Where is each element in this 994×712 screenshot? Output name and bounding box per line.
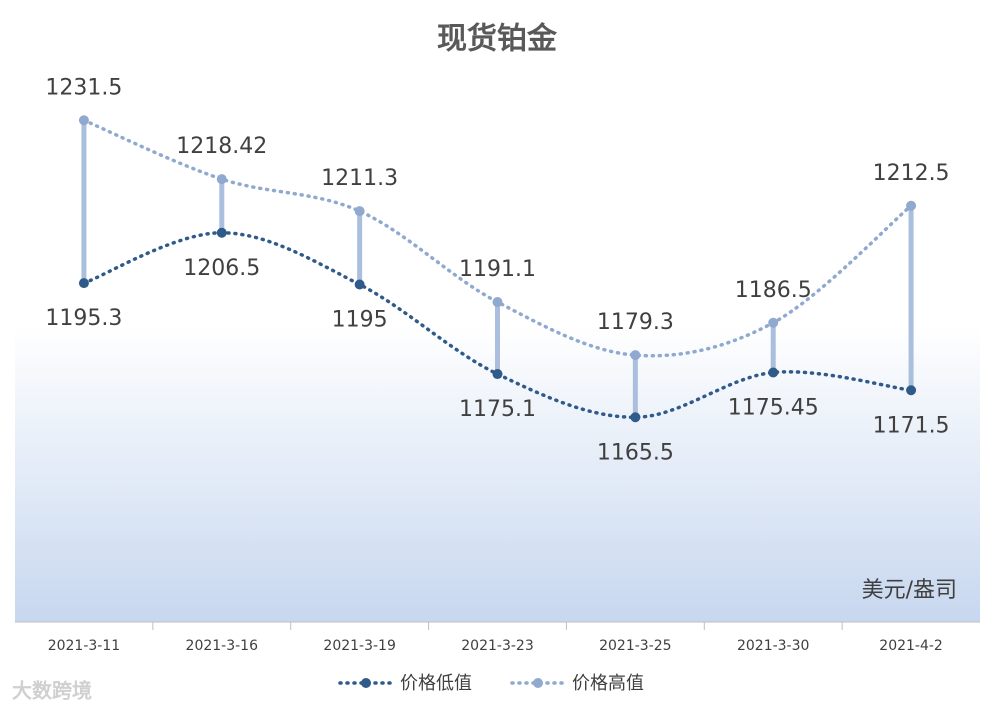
data-label: 1218.42 [176, 134, 267, 159]
point [906, 200, 917, 211]
x-tick-label: 2021-3-25 [599, 638, 671, 654]
point [78, 278, 89, 289]
point [768, 367, 779, 378]
point [78, 115, 89, 126]
point [216, 227, 227, 238]
legend-marker [361, 678, 371, 688]
point [354, 279, 365, 290]
x-tick-label: 2021-3-11 [48, 638, 120, 654]
data-label: 1175.1 [459, 397, 536, 422]
x-tick-label: 2021-3-16 [186, 638, 259, 654]
chart-title: 现货铂金 [437, 22, 558, 57]
data-label: 1186.5 [735, 278, 812, 303]
point [630, 412, 641, 423]
x-tick-label: 2021-4-2 [879, 638, 943, 654]
point [768, 317, 779, 328]
x-tick-label: 2021-3-19 [323, 638, 395, 654]
legend-label: 价格高值 [572, 673, 644, 694]
data-label: 1195 [332, 308, 388, 333]
data-label: 1206.5 [183, 256, 260, 281]
point [492, 369, 503, 380]
data-label: 1195.3 [45, 306, 122, 331]
x-tick-label: 2021-3-23 [461, 638, 533, 654]
point [492, 297, 503, 308]
data-label: 1231.5 [45, 75, 122, 100]
data-label: 1191.1 [459, 257, 536, 282]
legend-label: 价格低值 [400, 673, 472, 694]
data-label: 1175.45 [728, 395, 819, 420]
point [906, 385, 917, 396]
unit-label: 美元/盎司 [862, 578, 957, 603]
data-label: 1165.5 [597, 440, 674, 465]
point [630, 350, 641, 361]
data-label: 1211.3 [321, 166, 398, 191]
watermark: 大数跨境 [12, 679, 92, 703]
legend-marker [533, 678, 543, 688]
data-label: 1212.5 [873, 161, 950, 186]
point [216, 174, 227, 185]
point [354, 206, 365, 217]
x-tick-label: 2021-3-30 [737, 638, 809, 654]
data-label: 1171.5 [873, 413, 950, 438]
data-label: 1179.3 [597, 310, 674, 335]
